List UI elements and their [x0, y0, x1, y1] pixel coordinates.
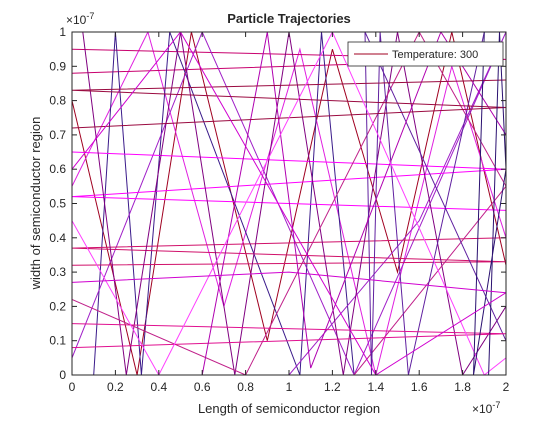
trajectory	[82, 32, 506, 375]
x-tick-label: 1	[286, 380, 293, 394]
x-tick-label: 1.6	[411, 380, 428, 394]
y-exponent-base: ×10	[66, 13, 87, 27]
x-tick-label: 0	[69, 380, 76, 394]
y-tick-label: 0.8	[49, 94, 66, 108]
x-tick-label: 0.8	[237, 380, 254, 394]
y-tick-label: 0.9	[49, 59, 66, 73]
x-exponent-base: ×10	[472, 402, 493, 416]
trajectory	[72, 32, 506, 375]
trajectory	[72, 237, 506, 266]
x-tick-label: 0.2	[107, 380, 124, 394]
trajectory	[72, 48, 506, 74]
y-tick-label: 0.4	[49, 231, 66, 245]
x-axis-label: Length of semiconductor region	[198, 401, 380, 416]
x-tick-label: 0.6	[194, 380, 211, 394]
y-tick-label: 0	[59, 368, 66, 382]
trajectory	[364, 32, 506, 375]
x-tick-label: 1.4	[367, 380, 384, 394]
plot-area	[72, 32, 506, 375]
x-exponent: ×10-7	[472, 400, 500, 416]
trajectory	[473, 32, 506, 375]
x-tick-label: 0.4	[150, 380, 167, 394]
y-exponent: ×10-7	[66, 11, 94, 27]
trajectory	[72, 32, 506, 375]
y-tick-label: 0.7	[49, 128, 66, 142]
y-exponent-power: -7	[86, 11, 94, 21]
y-axis-label: width of semiconductor region	[28, 117, 43, 291]
chart-title: Particle Trajectories	[227, 11, 351, 26]
y-tick-label: 0.1	[49, 334, 66, 348]
y-tick-label: 1	[59, 25, 66, 39]
x-tick-label: 1.8	[454, 380, 471, 394]
x-exponent-power: -7	[492, 400, 500, 410]
y-tick-label: 0.3	[49, 265, 66, 279]
legend-label: Temperature: 300	[392, 49, 478, 61]
y-tick-label: 0.2	[49, 299, 66, 313]
x-tick-label: 2	[503, 380, 510, 394]
trajectory	[72, 323, 506, 349]
trajectory	[72, 32, 506, 375]
y-tick-label: 0.6	[49, 162, 66, 176]
y-tick-label: 0.5	[49, 197, 66, 211]
x-tick-label: 1.2	[324, 380, 341, 394]
